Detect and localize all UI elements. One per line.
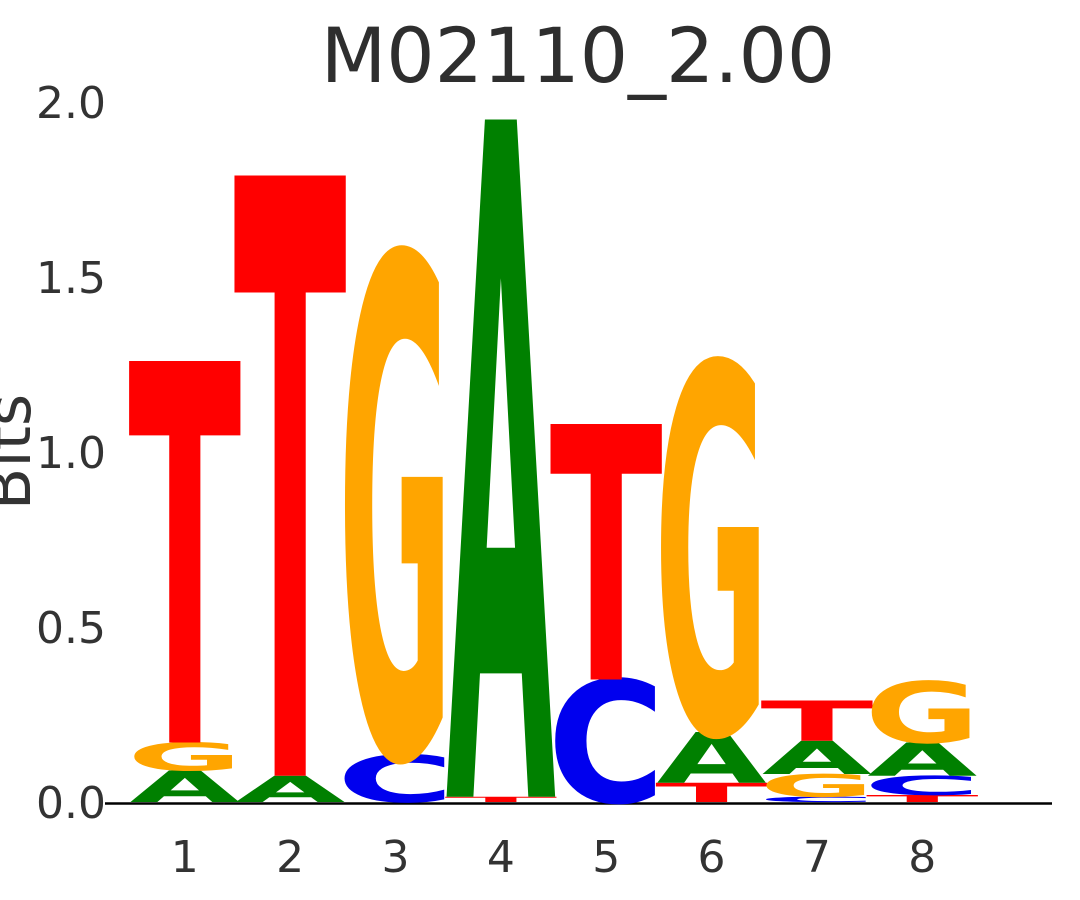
y-tick-label: 1.5 — [36, 253, 106, 304]
logo-letter-G: G — [759, 768, 874, 804]
x-tick-label: 2 — [276, 832, 304, 883]
y-axis-label: Bits — [0, 394, 45, 510]
y-tick-label: 2.0 — [36, 78, 106, 129]
x-tick-label: 4 — [487, 832, 515, 883]
logo-letter-A: A — [657, 719, 768, 800]
logo-letter-T: T — [128, 256, 242, 866]
logo-letter-C: C — [758, 795, 876, 803]
logo-letter-T: T — [866, 793, 980, 804]
logo-letter-C: C — [337, 742, 455, 817]
y-tick-label: 0.5 — [36, 603, 106, 654]
logo-letter-T: T — [760, 690, 873, 754]
logo-letter-C: C — [863, 771, 981, 802]
x-tick-label: 8 — [908, 832, 936, 883]
x-tick-label: 1 — [171, 832, 199, 883]
logo-letter-A: A — [762, 732, 872, 785]
logo-letter-A: A — [130, 763, 241, 813]
x-tick-label: 6 — [698, 832, 726, 883]
y-tick-label: 0.0 — [36, 778, 106, 829]
logo-letter-A: A — [235, 768, 345, 810]
logo-letter-G: G — [127, 735, 242, 780]
y-tick-label: 1.0 — [36, 428, 106, 479]
logo-letter-G: G — [654, 263, 769, 853]
x-tick-label: 3 — [382, 832, 410, 883]
logo-letter-T: T — [550, 354, 664, 762]
logo-letter-A: A — [867, 734, 977, 787]
x-tick-label: 5 — [592, 832, 620, 883]
logo-letter-C: C — [547, 646, 665, 842]
logo-letter-A: A — [446, 0, 557, 900]
logo-letter-T: T — [234, 13, 348, 900]
chart-title: M02110_2.00 — [321, 11, 836, 100]
logo-letter-T: T — [444, 795, 557, 803]
x-tick-label: 7 — [803, 832, 831, 883]
axis-layer: 0.0 0.5 1.0 1.5 2.0 1 2 3 4 5 6 7 8 — [36, 78, 1052, 883]
logo-letter-G: G — [865, 664, 980, 762]
logo-letter-G: G — [338, 118, 453, 900]
logo-letter-T: T — [655, 778, 768, 809]
